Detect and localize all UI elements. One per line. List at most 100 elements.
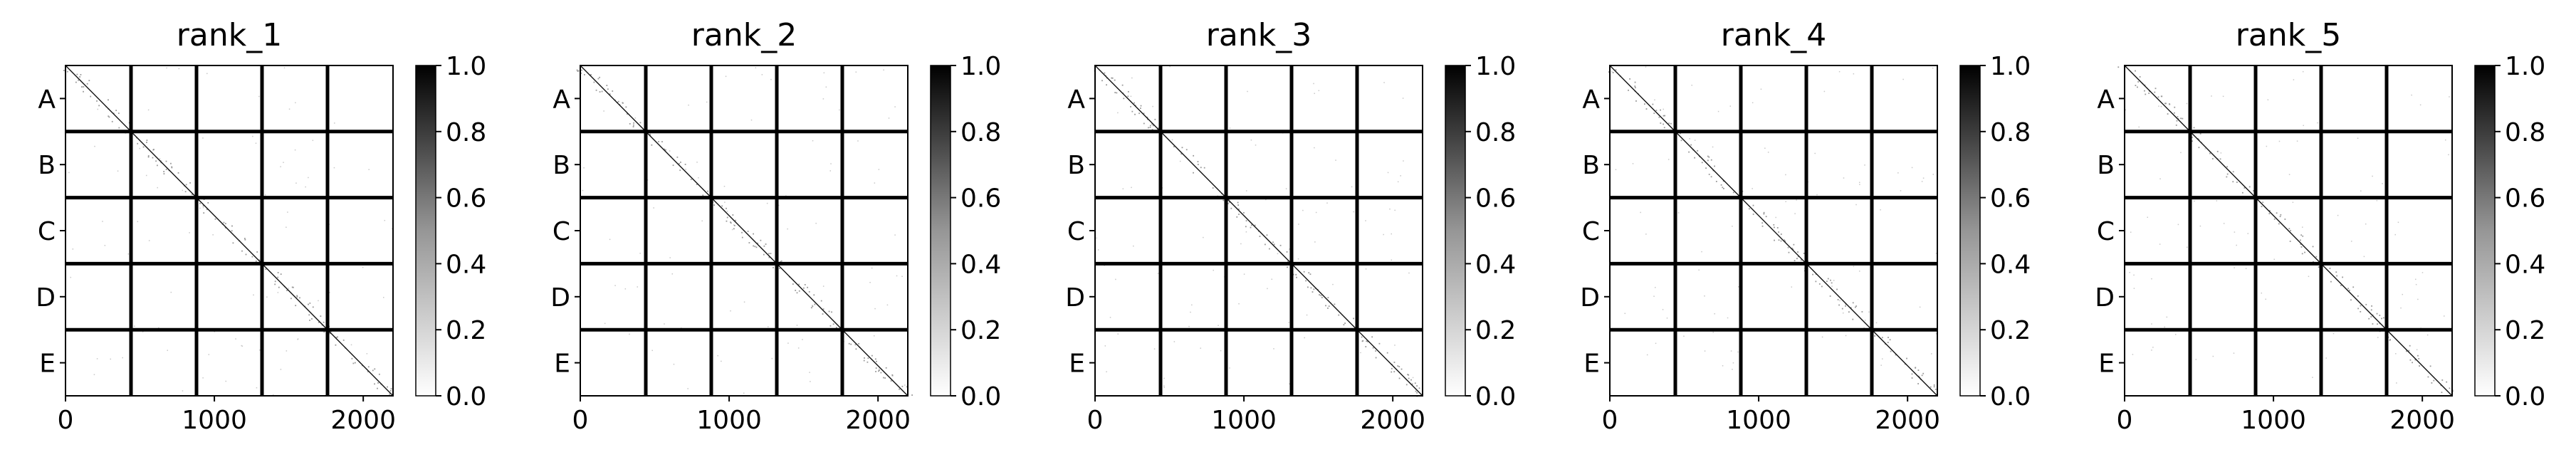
speckle-mark [1875, 322, 1878, 324]
speckle-mark [637, 286, 639, 288]
speckle-mark [1704, 350, 1706, 352]
speckle-mark [787, 342, 789, 344]
speckle-mark [1152, 105, 1153, 107]
speckle-mark [1775, 216, 1776, 219]
speckle-mark [2417, 298, 2419, 300]
speckle-mark [1173, 341, 1176, 342]
speckle-mark [1229, 367, 1230, 369]
near-diagonal-mark [1888, 337, 1889, 338]
near-diagonal-mark [1405, 384, 1408, 386]
near-diagonal-mark [2279, 216, 2281, 218]
near-diagonal-mark [1829, 295, 1831, 297]
near-diagonal-mark [1121, 84, 1124, 86]
near-diagonal-mark [1400, 368, 1403, 370]
near-diagonal-mark [760, 239, 762, 241]
speckle-mark [2247, 233, 2249, 234]
near-diagonal-mark [1776, 227, 1779, 229]
speckle-mark [869, 282, 871, 283]
near-diagonal-mark [2352, 286, 2355, 288]
speckle-mark [199, 207, 201, 209]
near-diagonal-mark [1854, 306, 1856, 308]
row-label: C [2097, 217, 2115, 246]
speckle-mark [2233, 352, 2235, 354]
near-diagonal-mark [1694, 157, 1696, 159]
speckle-mark [312, 140, 314, 142]
near-diagonal-mark [224, 227, 226, 229]
colorbar-tick-label: 0.4 [960, 250, 1001, 279]
near-diagonal-mark [829, 325, 832, 327]
near-diagonal-mark [2381, 318, 2382, 320]
speckle-mark [110, 358, 111, 360]
near-diagonal-mark [850, 343, 852, 345]
near-diagonal-mark [1310, 287, 1312, 289]
speckle-mark [1106, 371, 1107, 372]
near-diagonal-mark [672, 164, 674, 167]
speckle-mark [391, 228, 393, 230]
near-diagonal-mark [1917, 375, 1920, 377]
near-diagonal-mark [1338, 314, 1340, 316]
speckle-mark [2421, 272, 2424, 273]
near-diagonal-mark [2301, 253, 2303, 255]
near-diagonal-mark [2299, 239, 2301, 241]
speckle-mark [2174, 333, 2177, 335]
speckle-mark [286, 226, 287, 228]
speckle-mark [2360, 190, 2362, 191]
near-diagonal-mark [1761, 225, 1764, 227]
speckle-mark [1360, 352, 1361, 354]
speckle-mark [1163, 377, 1165, 379]
row-label: D [1065, 283, 1085, 313]
near-diagonal-mark [2357, 295, 2359, 297]
speckle-mark [1289, 248, 1290, 250]
speckle-mark [2177, 224, 2179, 226]
speckle-mark [787, 228, 788, 230]
speckle-mark [318, 300, 319, 302]
heatmap-panel-5: rank_5 A B C D E0 1000 2000 0.0 0.2 0.4 0.6 0.8 1.0 [2095, 17, 2545, 435]
near-diagonal-mark [1157, 127, 1159, 130]
near-diagonal-mark [377, 387, 378, 389]
near-diagonal-mark [277, 272, 279, 273]
diagonal-line [2124, 65, 2453, 397]
speckle-mark [1247, 90, 1248, 93]
near-diagonal-mark [2243, 187, 2246, 189]
speckle-mark [225, 380, 226, 382]
near-diagonal-mark [732, 214, 734, 216]
near-diagonal-mark [1254, 224, 1256, 226]
speckle-mark [1796, 199, 1797, 201]
speckle-mark [886, 304, 889, 306]
near-diagonal-mark [798, 290, 800, 292]
near-diagonal-mark [1663, 115, 1665, 117]
near-diagonal-mark [2417, 355, 2419, 357]
near-diagonal-mark [606, 85, 608, 86]
speckle-mark [725, 75, 727, 78]
near-diagonal-mark [170, 162, 172, 164]
row-label: B [1582, 151, 1600, 180]
near-diagonal-mark [1722, 187, 1724, 189]
near-diagonal-mark [2379, 315, 2381, 316]
speckle-mark [2397, 221, 2399, 224]
near-diagonal-mark [2389, 340, 2391, 341]
speckle-mark [1096, 237, 1097, 239]
speckle-mark [2288, 174, 2290, 175]
near-diagonal-mark [83, 90, 84, 93]
speckle-mark [134, 325, 135, 327]
near-diagonal-mark [2419, 365, 2420, 367]
speckle-mark [2220, 152, 2222, 154]
speckle-mark [2325, 357, 2327, 359]
near-diagonal-mark [1250, 226, 1252, 229]
near-diagonal-mark [296, 295, 298, 297]
near-diagonal-mark [2248, 186, 2251, 188]
near-diagonal-mark [679, 162, 680, 164]
speckle-mark [1391, 233, 1393, 235]
colorbar-tick-label: 0.6 [1475, 184, 1516, 214]
near-diagonal-mark [1197, 161, 1199, 162]
near-diagonal-mark [2376, 313, 2378, 315]
near-diagonal-mark [832, 323, 834, 325]
speckle-mark [1314, 241, 1316, 243]
near-diagonal-mark [735, 219, 736, 221]
speckle-mark [265, 194, 266, 196]
near-diagonal-mark [835, 327, 837, 329]
near-diagonal-mark [599, 91, 601, 93]
near-diagonal-mark [329, 332, 331, 335]
near-diagonal-mark [2278, 223, 2280, 225]
speckle-mark [2402, 293, 2404, 295]
